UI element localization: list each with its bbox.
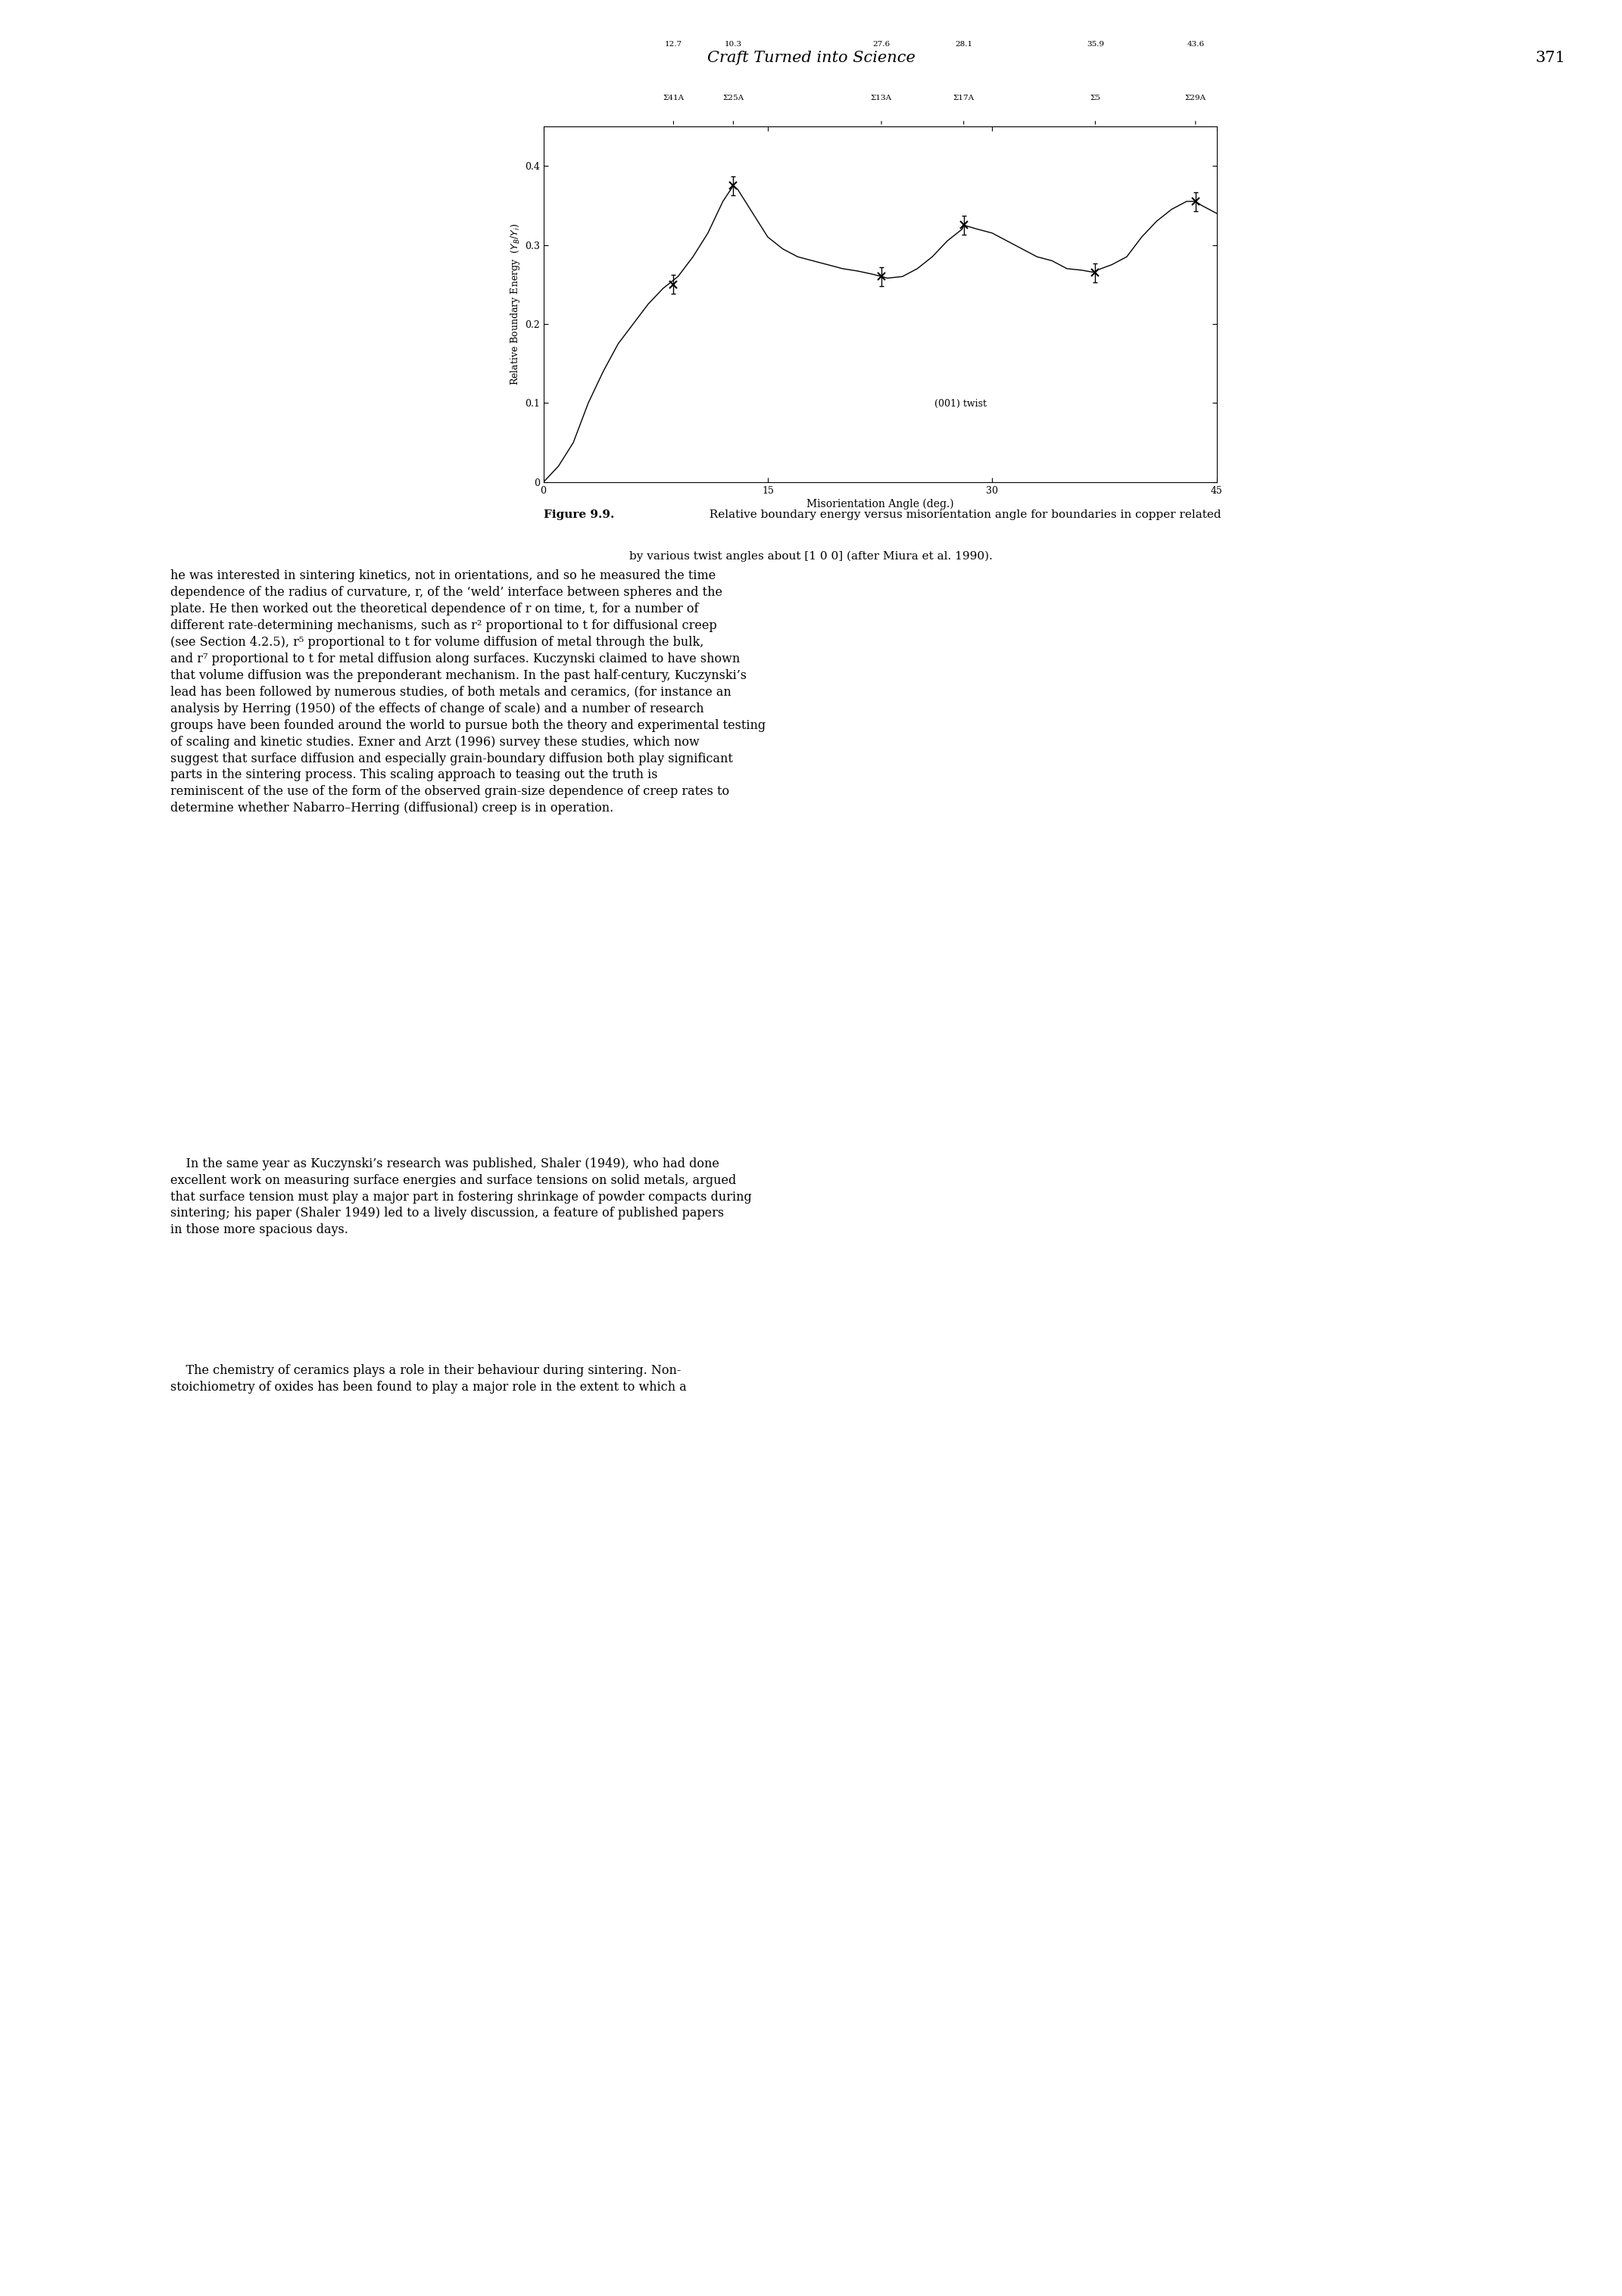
Text: 28.1: 28.1 xyxy=(955,41,973,48)
Text: (001) twist: (001) twist xyxy=(934,400,986,409)
Text: Σ17A: Σ17A xyxy=(954,94,975,101)
Text: Relative boundary energy versus misorientation angle for boundaries in copper re: Relative boundary energy versus misorien… xyxy=(702,510,1221,521)
Text: Σ41A: Σ41A xyxy=(663,94,684,101)
Text: In the same year as Kuczynski’s research was published, Shaler (1949), who had d: In the same year as Kuczynski’s research… xyxy=(170,1157,751,1238)
Text: Figure 9.9.: Figure 9.9. xyxy=(543,510,615,521)
Y-axis label: Relative Boundary Energy  ($Y_B$/$Y_i$): Relative Boundary Energy ($Y_B$/$Y_i$) xyxy=(509,223,522,386)
Text: Craft Turned into Science: Craft Turned into Science xyxy=(707,51,915,64)
Text: 35.9: 35.9 xyxy=(1087,41,1105,48)
Text: 371: 371 xyxy=(1534,51,1565,64)
Text: Σ13A: Σ13A xyxy=(871,94,892,101)
Text: Σ29A: Σ29A xyxy=(1186,94,1207,101)
Text: Σ25A: Σ25A xyxy=(723,94,744,101)
Text: Σ5: Σ5 xyxy=(1090,94,1101,101)
Text: 10.3: 10.3 xyxy=(725,41,743,48)
X-axis label: Misorientation Angle (deg.): Misorientation Angle (deg.) xyxy=(806,498,954,510)
Text: 27.6: 27.6 xyxy=(873,41,890,48)
Text: 43.6: 43.6 xyxy=(1187,41,1204,48)
Text: The chemistry of ceramics plays a role in their behaviour during sintering. Non-: The chemistry of ceramics plays a role i… xyxy=(170,1364,686,1394)
Text: 12.7: 12.7 xyxy=(665,41,683,48)
Text: he was interested in sintering kinetics, not in orientations, and so he measured: he was interested in sintering kinetics,… xyxy=(170,569,766,815)
Text: by various twist angles about [1 0 0] (after Miura et al. 1990).: by various twist angles about [1 0 0] (a… xyxy=(629,551,993,563)
